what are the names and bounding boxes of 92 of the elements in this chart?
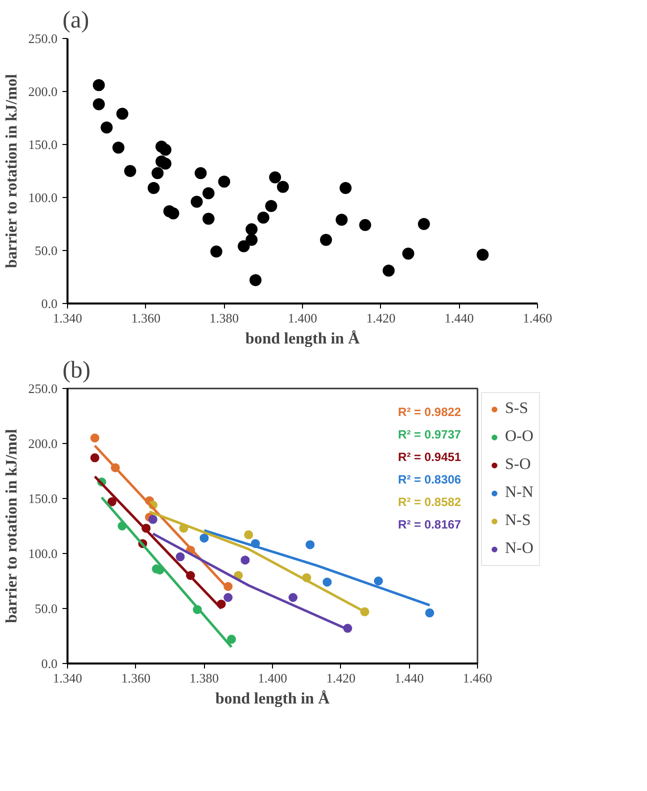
point — [90, 434, 100, 442]
point — [90, 453, 100, 462]
point — [112, 142, 124, 154]
point — [148, 182, 160, 194]
point — [227, 634, 236, 644]
point — [336, 214, 348, 226]
point — [240, 556, 250, 565]
x-axis-title: bond length in Å — [245, 330, 360, 348]
x-tick-label: 1.360 — [131, 310, 160, 326]
x-axis-title: bond length in Å — [215, 690, 330, 708]
point — [257, 212, 270, 224]
point — [159, 158, 172, 170]
x-tick-label: 1.460 — [522, 310, 552, 326]
x-tick-label: 1.400 — [258, 670, 288, 686]
point — [176, 552, 185, 562]
point — [100, 122, 113, 134]
point — [276, 180, 289, 193]
point — [202, 212, 214, 225]
point — [246, 234, 258, 246]
point — [306, 540, 315, 550]
point — [269, 171, 282, 184]
point — [124, 165, 136, 177]
point — [92, 79, 105, 92]
y-axis-title: barrier to rotation in kJ/mol — [3, 74, 20, 268]
legend-label: S-O — [505, 456, 531, 474]
point — [382, 264, 395, 277]
x-tick-label: 1.460 — [462, 670, 492, 686]
legend-label: N-S — [505, 512, 531, 530]
x-tick-label: 1.420 — [366, 310, 396, 326]
point — [244, 530, 254, 540]
point — [92, 98, 105, 110]
annotation: R² = 0.9451 — [398, 450, 462, 464]
point — [190, 196, 203, 208]
y-tick-label: 50.0 — [34, 243, 58, 258]
point — [210, 246, 222, 258]
x-tick-label: 1.420 — [326, 670, 356, 686]
point — [148, 514, 158, 524]
y-tick-label: 150.0 — [28, 137, 58, 152]
point — [425, 608, 434, 618]
annotation: R² = 0.8582 — [398, 494, 462, 509]
annotation: R² = 0.9737 — [398, 427, 462, 442]
point — [320, 234, 332, 246]
point — [116, 108, 128, 120]
y-tick-label: 250.0 — [28, 381, 58, 396]
y-tick-label: 0.0 — [41, 656, 58, 671]
x-tick-label: 1.340 — [52, 310, 82, 326]
point — [202, 187, 214, 200]
point — [238, 240, 250, 252]
point — [107, 497, 116, 506]
legend-label: O-O — [505, 428, 534, 446]
legend-label: N-N — [505, 484, 534, 502]
point — [265, 200, 278, 212]
point — [418, 218, 430, 230]
point — [246, 223, 258, 236]
x-tick-label: 1.380 — [210, 310, 239, 326]
point — [250, 274, 262, 286]
chart-title: (a) — [62, 8, 90, 34]
y-tick-label: 100.0 — [28, 546, 58, 561]
x-tick-label: 1.440 — [444, 310, 474, 326]
legend-label: N-O — [505, 540, 534, 558]
point — [476, 248, 489, 261]
point — [402, 248, 414, 260]
y-tick-label: 250.0 — [28, 31, 58, 46]
point — [218, 176, 230, 188]
point — [340, 182, 352, 194]
point — [288, 593, 298, 602]
y-tick-label: 200.0 — [28, 436, 58, 451]
y-axis-title: barrier to rotation in kJ/mol — [3, 428, 20, 624]
y-tick-label: 100.0 — [28, 190, 58, 205]
x-tick-label: 1.360 — [121, 670, 150, 686]
y-tick-label: 50.0 — [34, 601, 58, 616]
y-tick-label: 200.0 — [28, 84, 58, 99]
chart-title: (b) — [62, 358, 90, 384]
x-tick-label: 1.400 — [288, 310, 318, 326]
legend-label: S-S — [505, 400, 528, 418]
point — [159, 144, 172, 156]
annotation: R² = 0.8306 — [398, 472, 462, 486]
annotation: R² = 0.9822 — [398, 404, 462, 419]
y-tick-label: 150.0 — [28, 491, 58, 506]
x-tick-label: 1.380 — [190, 670, 219, 686]
point — [194, 167, 207, 180]
point — [200, 534, 209, 543]
point — [224, 593, 233, 602]
y-tick-label: 0.0 — [41, 296, 58, 311]
x-tick-label: 1.340 — [52, 670, 82, 686]
point — [167, 207, 180, 220]
point — [152, 167, 164, 180]
point — [374, 576, 383, 586]
point — [359, 219, 372, 232]
annotation: R² = 0.8167 — [398, 518, 462, 532]
point — [322, 578, 332, 587]
x-tick-label: 1.440 — [394, 670, 424, 686]
